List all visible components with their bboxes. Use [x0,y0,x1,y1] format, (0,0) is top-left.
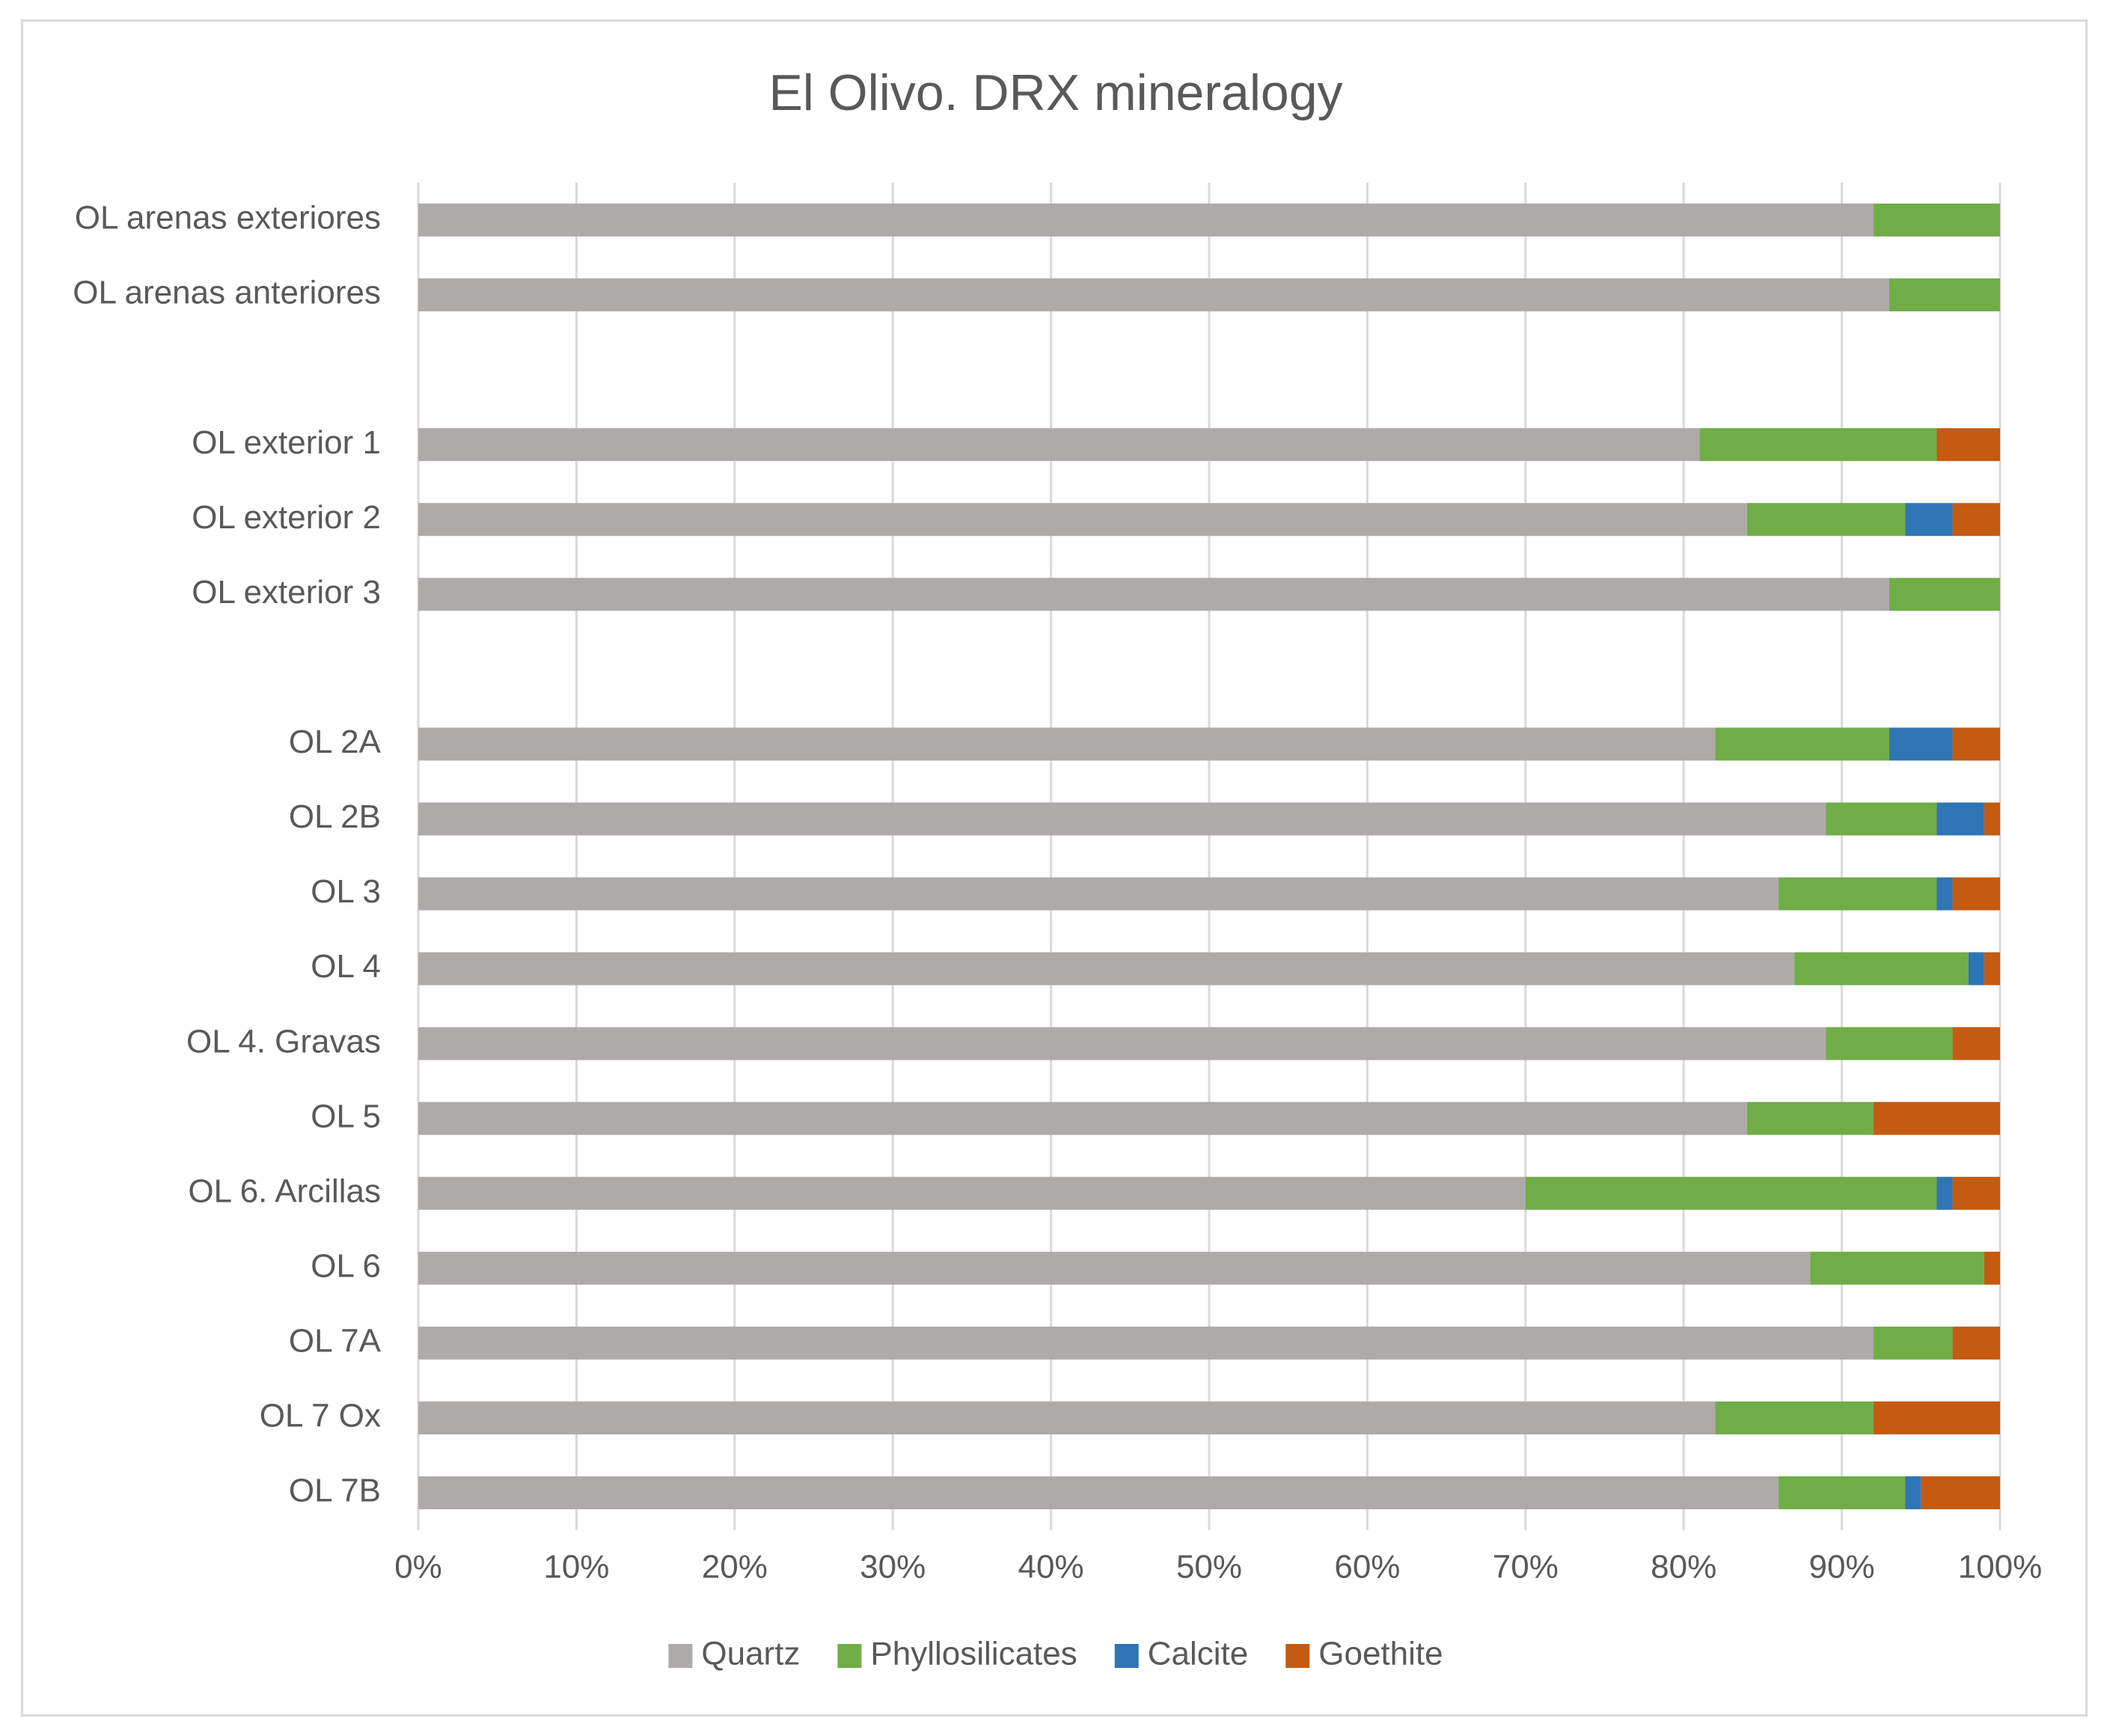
category-label: OL 7A [289,1322,382,1359]
category-label: OL 6 [311,1247,381,1284]
legend-label-calcite: Calcite [1148,1636,1249,1672]
bar-segment-phyllosilicates [1826,1027,1953,1060]
bar-segment-quartz [418,1027,1826,1060]
x-tick-label: 40% [1018,1549,1084,1586]
bar-segment-goethite [1952,877,2000,911]
bar-segment-quartz [418,428,1700,462]
bar-segment-quartz [418,503,1747,537]
x-tick-label: 10% [543,1549,609,1586]
bar-segment-phyllosilicates [1810,1251,1984,1285]
x-tick-label: 100% [1958,1549,2043,1586]
category-label: OL 2A [289,724,382,760]
bar-segment-phyllosilicates [1826,802,1937,836]
legend: Quartz Phyllosilicates Calcite Goethite [668,1636,1443,1672]
bar-segment-goethite [1984,802,2000,836]
legend-label-phyllosilicates: Phyllosilicates [870,1636,1077,1672]
category-label: OL exterior 2 [192,499,381,536]
bar-segment-phyllosilicates [1699,428,1937,462]
legend-label-quartz: Quartz [701,1636,800,1672]
bar-segment-goethite [1952,1326,2000,1360]
bar-segment-quartz [418,727,1716,761]
x-tick-label: 20% [702,1549,768,1586]
bar-segment-phyllosilicates [1779,1476,1906,1509]
bar-segment-calcite [1936,877,1953,911]
bar-segment-calcite [1936,1176,1953,1210]
category-label: OL 5 [311,1098,381,1134]
bar-segment-quartz [418,1476,1779,1509]
bar-segment-phyllosilicates [1779,877,1937,911]
bar-segment-phyllosilicates [1794,952,1969,985]
bar-segment-quartz [418,877,1779,911]
bar-segment-quartz [418,278,1890,312]
bar-segment-phyllosilicates [1889,278,2000,312]
bar-segment-goethite [1873,1401,2000,1434]
bar-segment-calcite [1936,802,1984,836]
legend-swatch-quartz [668,1644,693,1668]
bar-segment-phyllosilicates [1889,578,2000,611]
bar-segment-goethite [1936,428,2000,462]
bar-segment-quartz [418,204,1874,237]
bar-segment-phyllosilicates [1525,1176,1937,1210]
gridlines [417,183,2002,1530]
bar-segment-goethite [1952,727,2000,761]
x-tick-label: 60% [1334,1549,1400,1586]
x-tick-label: 0% [394,1549,442,1586]
bar-segment-phyllosilicates [1715,1401,1874,1434]
bar-segment-goethite [1952,1027,2000,1060]
legend-swatch-phyllosilicates [837,1644,862,1668]
category-label: OL exterior 1 [192,424,381,461]
bar-segment-goethite [1984,952,2000,985]
bar-segment-goethite [1952,503,2000,537]
bar-segment-quartz [418,1176,1526,1210]
category-labels: OL arenas exteriores OL arenas anteriores… [73,200,381,1509]
bar-segment-calcite [1905,1476,1921,1509]
category-label: OL 6. Arcillas [188,1173,381,1209]
bar-segment-goethite [1873,1101,2000,1135]
chart: El Olivo. DRX mineralogy OL arenas exter… [73,64,2042,1672]
bar-segment-quartz [418,578,1890,611]
category-label: OL 3 [311,873,381,910]
bar-segment-calcite [1889,727,1953,761]
bar-segment-quartz [418,1326,1874,1360]
bar-segment-phyllosilicates [1746,1101,1874,1135]
bar-segment-quartz [418,802,1826,836]
x-tick-label: 80% [1651,1549,1716,1586]
bar-segment-goethite [1984,1251,2000,1285]
bar-segment-quartz [418,1251,1811,1285]
legend-label-goethite: Goethite [1318,1636,1443,1672]
x-tick-label: 50% [1176,1549,1242,1586]
category-label: OL 2B [289,798,381,835]
category-label: OL 7B [289,1473,381,1509]
x-tick-label: 90% [1809,1549,1875,1586]
category-label: OL exterior 3 [192,574,381,611]
bar-segment-phyllosilicates [1746,503,1906,537]
legend-swatch-goethite [1285,1644,1310,1668]
bar-segment-phyllosilicates [1715,727,1890,761]
x-tick-label: 70% [1493,1549,1559,1586]
bar-segment-phyllosilicates [1873,1326,1953,1360]
x-tick-label: 30% [860,1549,926,1586]
bar-segment-goethite [1952,1176,2000,1210]
category-label: OL arenas exteriores [75,200,381,236]
category-label: OL 4. Gravas [186,1023,381,1060]
chart-title: El Olivo. DRX mineralogy [768,64,1342,121]
bar-segment-calcite [1905,503,1953,537]
bar-segment-quartz [418,1101,1747,1135]
bar-segment-phyllosilicates [1873,204,2000,237]
chart-frame: El Olivo. DRX mineralogy OL arenas exter… [21,19,2088,1717]
bar-segment-goethite [1921,1476,2000,1509]
bar-segment-quartz [418,1401,1716,1434]
legend-swatch-calcite [1114,1644,1139,1668]
category-label: OL arenas anteriores [73,275,381,311]
bar-segment-calcite [1968,952,1984,985]
x-axis-tick-labels: 0% 10% 20% 30% 40% 50% 60% 70% 80% 90% 100% [394,1549,2042,1586]
category-label: OL 4 [311,948,381,985]
bar-segment-quartz [418,952,1795,985]
bars [418,204,2000,1509]
category-label: OL 7 Ox [260,1398,381,1434]
